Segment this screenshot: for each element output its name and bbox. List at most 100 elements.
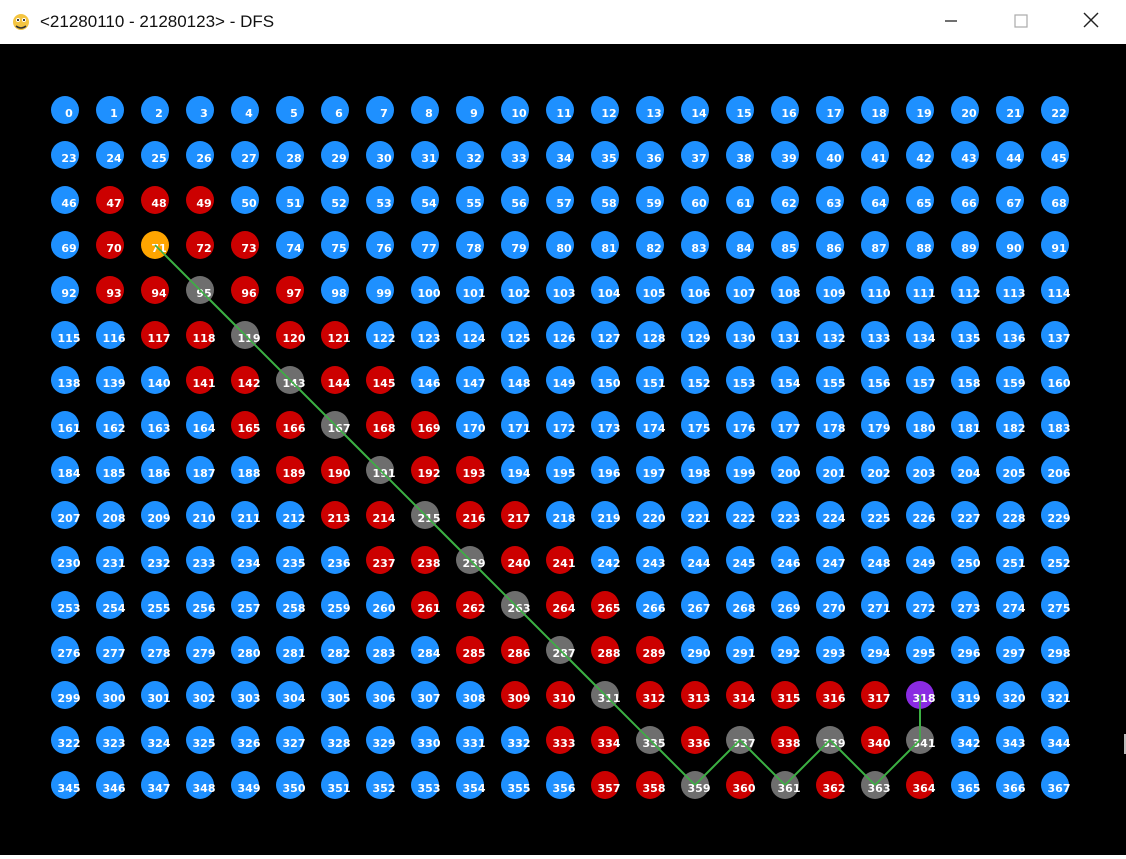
grid-node-unvisited[interactable]: 18 [861,96,889,124]
grid-node-unvisited[interactable]: 56 [501,186,529,214]
grid-node-unvisited[interactable]: 7 [366,96,394,124]
grid-node-unvisited[interactable]: 204 [951,456,981,484]
grid-node-unvisited[interactable]: 351 [321,771,350,799]
grid-node-unvisited[interactable]: 69 [51,231,79,259]
grid-node-unvisited[interactable]: 35 [591,141,619,169]
grid-node-unvisited[interactable]: 272 [906,591,935,619]
grid-node-unvisited[interactable]: 66 [951,186,979,214]
grid-node-unvisited[interactable]: 80 [546,231,574,259]
grid-node-unvisited[interactable]: 82 [636,231,664,259]
grid-node-visited[interactable]: 141 [186,366,215,394]
grid-node-unvisited[interactable]: 131 [771,321,800,349]
grid-node-unvisited[interactable]: 81 [591,231,619,259]
grid-node-unvisited[interactable]: 201 [816,456,845,484]
grid-node-unvisited[interactable]: 230 [51,546,81,574]
grid-node-visited[interactable]: 121 [321,321,350,349]
grid-node-visited[interactable]: 288 [591,636,620,664]
grid-node-unvisited[interactable]: 17 [816,96,844,124]
grid-node-unvisited[interactable]: 86 [816,231,844,259]
grid-node-unvisited[interactable]: 103 [546,276,575,304]
grid-node-unvisited[interactable]: 298 [1041,636,1070,664]
grid-node-unvisited[interactable]: 78 [456,231,484,259]
grid-node-unvisited[interactable]: 232 [141,546,170,574]
grid-node-visited[interactable]: 315 [771,681,800,709]
grid-node-unvisited[interactable]: 199 [726,456,755,484]
grid-node-unvisited[interactable]: 342 [951,726,980,754]
grid-node-visited[interactable]: 48 [141,186,169,214]
grid-node-unvisited[interactable]: 23 [51,141,79,169]
grid-node-unvisited[interactable]: 278 [141,636,170,664]
title-bar[interactable]: <21280110 - 21280123> - DFS [0,0,1126,44]
grid-node-unvisited[interactable]: 173 [591,411,620,439]
grid-node-visited[interactable]: 309 [501,681,530,709]
grid-node-visited[interactable]: 145 [366,366,395,394]
grid-node-unvisited[interactable]: 223 [771,501,800,529]
grid-node-visited[interactable]: 169 [411,411,440,439]
grid-node-unvisited[interactable]: 91 [1041,231,1069,259]
grid-node-unvisited[interactable]: 83 [681,231,709,259]
grid-node-unvisited[interactable]: 366 [996,771,1026,799]
grid-node-visited[interactable]: 238 [411,546,440,574]
grid-node-unvisited[interactable]: 106 [681,276,711,304]
grid-node-visited[interactable]: 193 [456,456,485,484]
grid-node-unvisited[interactable]: 280 [231,636,261,664]
grid-node-unvisited[interactable]: 319 [951,681,980,709]
grid-node-unvisited[interactable]: 231 [96,546,125,574]
grid-node-unvisited[interactable]: 347 [141,771,170,799]
grid-node-unvisited[interactable]: 1 [96,96,124,124]
grid-node-visited[interactable]: 336 [681,726,711,754]
grid-node-visited[interactable]: 265 [591,591,620,619]
grid-node-unvisited[interactable]: 102 [501,276,530,304]
grid-node-unvisited[interactable]: 246 [771,546,801,574]
grid-node-unvisited[interactable]: 92 [51,276,79,304]
grid-node-unvisited[interactable]: 274 [996,591,1026,619]
grid-node-unvisited[interactable]: 159 [996,366,1025,394]
grid-node-unvisited[interactable]: 25 [141,141,169,169]
grid-node-unvisited[interactable]: 148 [501,366,530,394]
grid-node-visited[interactable]: 93 [96,276,124,304]
grid-node-unvisited[interactable]: 170 [456,411,486,439]
grid-node-visited[interactable]: 338 [771,726,800,754]
grid-node-unvisited[interactable]: 127 [591,321,620,349]
grid-node-unvisited[interactable]: 304 [276,681,306,709]
grid-node-unvisited[interactable]: 68 [1041,186,1069,214]
grid-node-unvisited[interactable]: 195 [546,456,575,484]
grid-node-unvisited[interactable]: 59 [636,186,664,214]
grid-node-unvisited[interactable]: 352 [366,771,395,799]
grid-node-unvisited[interactable]: 354 [456,771,486,799]
grid-node-unvisited[interactable]: 31 [411,141,439,169]
grid-node-visited[interactable]: 214 [366,501,396,529]
grid-node-unvisited[interactable]: 228 [996,501,1025,529]
grid-node-unvisited[interactable]: 62 [771,186,799,214]
grid-node-unvisited[interactable]: 244 [681,546,711,574]
grid-node-unvisited[interactable]: 209 [141,501,170,529]
grid-node-unvisited[interactable]: 36 [636,141,664,169]
grid-node-unvisited[interactable]: 256 [186,591,216,619]
grid-node-visited[interactable]: 189 [276,456,305,484]
grid-node-unvisited[interactable]: 220 [636,501,666,529]
grid-node-unvisited[interactable]: 225 [861,501,890,529]
grid-node-unvisited[interactable]: 327 [276,726,305,754]
grid-node-visited[interactable]: 47 [96,186,124,214]
grid-node-unvisited[interactable]: 40 [816,141,844,169]
grid-node-unvisited[interactable]: 107 [726,276,755,304]
grid-node-unvisited[interactable]: 153 [726,366,755,394]
grid-node-unvisited[interactable]: 132 [816,321,845,349]
grid-node-unvisited[interactable]: 224 [816,501,846,529]
grid-node-unvisited[interactable]: 89 [951,231,979,259]
grid-node-visited[interactable]: 262 [456,591,485,619]
grid-node-unvisited[interactable]: 14 [681,96,709,124]
grid-node-unvisited[interactable]: 179 [861,411,890,439]
grid-node-unvisited[interactable]: 8 [411,96,439,124]
grid-node-unvisited[interactable]: 122 [366,321,395,349]
grid-node-unvisited[interactable]: 140 [141,366,171,394]
grid-node-unvisited[interactable]: 245 [726,546,755,574]
grid-node-unvisited[interactable]: 196 [591,456,621,484]
grid-node-unvisited[interactable]: 254 [96,591,126,619]
grid-node-unvisited[interactable]: 299 [51,681,80,709]
grid-node-visited[interactable]: 333 [546,726,575,754]
grid-node-unvisited[interactable]: 210 [186,501,216,529]
grid-node-unvisited[interactable]: 355 [501,771,530,799]
grid-node-unvisited[interactable]: 243 [636,546,665,574]
grid-node-unvisited[interactable]: 323 [96,726,125,754]
